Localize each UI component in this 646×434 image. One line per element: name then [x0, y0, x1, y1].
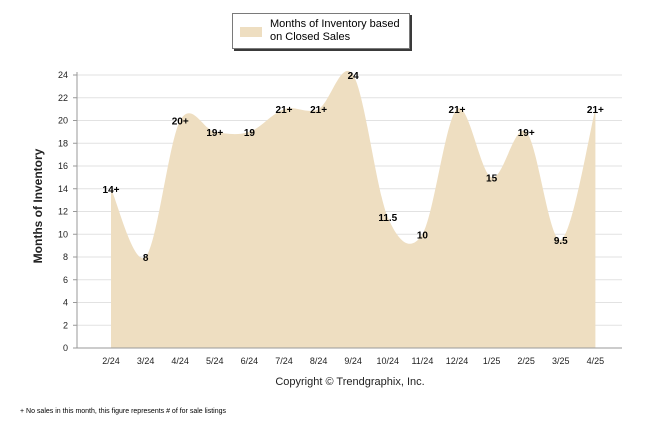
- x-tick-label: 3/24: [137, 356, 155, 366]
- x-tick-label: 1/25: [483, 356, 501, 366]
- data-label: 15: [486, 173, 498, 184]
- area-series: [111, 70, 596, 348]
- copyright-text: Copyright © Trendgraphix, Inc.: [275, 376, 425, 388]
- y-axis-label: Months of Inventory: [31, 148, 45, 263]
- data-label: 9.5: [554, 236, 568, 247]
- x-tick-label: 11/24: [411, 356, 433, 366]
- data-label: 10: [417, 230, 429, 241]
- data-label: 21+: [310, 105, 327, 116]
- y-tick-label: 14: [58, 184, 68, 194]
- y-tick-label: 18: [58, 138, 68, 148]
- data-label: 19: [244, 128, 256, 139]
- x-tick-label: 4/24: [171, 356, 189, 366]
- legend-label: Months of Inventory based on Closed Sale…: [270, 18, 400, 43]
- x-tick-label: 6/24: [241, 356, 259, 366]
- footnote: + No sales in this month, this figure re…: [20, 408, 227, 415]
- data-label: 11.5: [378, 213, 397, 224]
- data-label: 19+: [206, 128, 223, 139]
- y-tick-label: 4: [63, 298, 68, 308]
- x-tick-label: 3/25: [552, 356, 570, 366]
- x-tick-label: 4/25: [587, 356, 605, 366]
- legend-swatch: [240, 27, 262, 37]
- y-tick-label: 16: [58, 161, 68, 171]
- y-tick-label: 2: [63, 320, 68, 330]
- x-tick-label: 9/24: [344, 356, 362, 366]
- y-tick-label: 6: [63, 275, 68, 285]
- x-tick-label: 2/24: [102, 356, 120, 366]
- y-tick-label: 0: [63, 343, 68, 353]
- chart-legend: Months of Inventory based on Closed Sale…: [232, 13, 410, 49]
- x-tick-label: 8/24: [310, 356, 328, 366]
- y-tick-label: 10: [58, 229, 68, 239]
- data-labels: 14+ 8 20+ 19+ 19 21+ 21+ 24 11.5 10 21+ 15 19+ 9.5 21+: [103, 71, 605, 264]
- data-label: 19+: [518, 128, 535, 139]
- x-tick-label: 5/24: [206, 356, 224, 366]
- data-label: 14+: [103, 185, 120, 196]
- x-tick-label: 10/24: [377, 356, 400, 366]
- y-tick-label: 12: [58, 207, 68, 217]
- x-tick-label: 7/24: [275, 356, 293, 366]
- x-tick-label: 2/25: [517, 356, 535, 366]
- data-label: 24: [348, 71, 360, 82]
- data-label: 8: [143, 253, 149, 264]
- y-tick-label: 20: [58, 116, 68, 126]
- y-tick-label: 22: [58, 93, 68, 103]
- data-label: 21+: [587, 105, 604, 116]
- data-label: 21+: [276, 105, 293, 116]
- data-label: 21+: [449, 105, 466, 116]
- data-label: 20+: [172, 117, 189, 128]
- y-tick-label: 24: [58, 70, 68, 80]
- y-tick-label: 8: [63, 252, 68, 262]
- x-tick-label: 12/24: [446, 356, 469, 366]
- x-tick-labels: 2/24 3/24 4/24 5/24 6/24 7/24 8/24 9/24 10/24 11/…: [102, 356, 604, 366]
